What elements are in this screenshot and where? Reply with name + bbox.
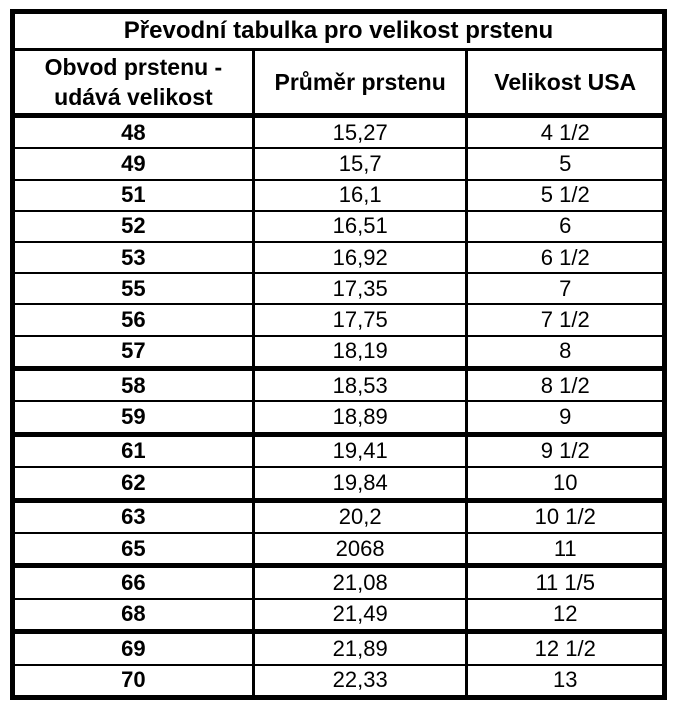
cell-obvod: 70	[11, 663, 255, 699]
cell-obvod: 65	[11, 531, 255, 569]
cell-prumer: 15,7	[251, 147, 469, 181]
cell-usa: 8 1/2	[465, 367, 666, 403]
table-row: 63 20,2 10 1/2	[11, 499, 666, 534]
table-header-row: Obvod prstenu - udává velikost Průměr pr…	[11, 48, 666, 118]
cell-prumer: 20,2	[251, 499, 469, 534]
header-obvod-prstenu: Obvod prstenu - udává velikost	[11, 48, 255, 118]
cell-usa: 4 1/2	[465, 114, 666, 150]
cell-prumer: 21,49	[251, 597, 469, 635]
cell-prumer: 16,51	[251, 209, 469, 244]
table-body: 48 15,27 4 1/2 49 15,7 5 51 16,1 5 1/2 5…	[11, 114, 666, 699]
table-row: 65 2068 11	[11, 531, 666, 569]
cell-prumer: 2068	[251, 531, 469, 569]
cell-obvod: 59	[11, 400, 255, 437]
cell-prumer: 15,27	[251, 114, 469, 150]
table-row: 52 16,51 6	[11, 209, 666, 244]
cell-prumer: 19,84	[251, 466, 469, 503]
cell-usa: 12	[465, 597, 666, 635]
cell-obvod: 61	[11, 433, 255, 469]
table-row: 51 16,1 5 1/2	[11, 178, 666, 212]
header-prumer-prstenu: Průměr prstenu	[251, 48, 469, 118]
table-title-row: Převodní tabulka pro velikost prstenu	[11, 10, 666, 51]
ring-size-table: Převodní tabulka pro velikost prstenu Ob…	[10, 9, 667, 700]
cell-usa: 6	[465, 209, 666, 244]
table-row: 61 19,41 9 1/2	[11, 433, 666, 469]
cell-obvod: 66	[11, 564, 255, 600]
cell-usa: 10 1/2	[465, 499, 666, 534]
cell-obvod: 62	[11, 466, 255, 503]
table-row: 69 21,89 12 1/2	[11, 630, 666, 666]
table-row: 62 19,84 10	[11, 466, 666, 503]
table-row: 56 17,75 7 1/2	[11, 303, 666, 337]
table-row: 48 15,27 4 1/2	[11, 114, 666, 150]
cell-usa: 6 1/2	[465, 240, 666, 275]
cell-obvod: 56	[11, 303, 255, 337]
cell-prumer: 21,08	[251, 564, 469, 600]
cell-usa: 8	[465, 334, 666, 371]
cell-usa: 13	[465, 663, 666, 699]
table-row: 66 21,08 11 1/5	[11, 564, 666, 600]
cell-prumer: 22,33	[251, 663, 469, 699]
cell-prumer: 17,35	[251, 272, 469, 306]
cell-obvod: 68	[11, 597, 255, 635]
table-row: 59 18,89 9	[11, 400, 666, 437]
cell-obvod: 49	[11, 147, 255, 181]
cell-prumer: 18,53	[251, 367, 469, 403]
cell-usa: 11	[465, 531, 666, 569]
cell-prumer: 19,41	[251, 433, 469, 469]
cell-obvod: 57	[11, 334, 255, 371]
cell-prumer: 21,89	[251, 630, 469, 666]
cell-obvod: 51	[11, 178, 255, 212]
cell-obvod: 53	[11, 240, 255, 275]
cell-obvod: 52	[11, 209, 255, 244]
table-row: 53 16,92 6 1/2	[11, 240, 666, 275]
table-title: Převodní tabulka pro velikost prstenu	[11, 10, 666, 51]
cell-usa: 7 1/2	[465, 303, 666, 337]
cell-obvod: 55	[11, 272, 255, 306]
table-row: 68 21,49 12	[11, 597, 666, 635]
cell-usa: 11 1/5	[465, 564, 666, 600]
cell-prumer: 17,75	[251, 303, 469, 337]
cell-obvod: 58	[11, 367, 255, 403]
cell-prumer: 18,19	[251, 334, 469, 371]
cell-obvod: 69	[11, 630, 255, 666]
table-row: 58 18,53 8 1/2	[11, 367, 666, 403]
cell-prumer: 16,92	[251, 240, 469, 275]
cell-usa: 9 1/2	[465, 433, 666, 469]
header-velikost-usa: Velikost USA	[465, 48, 666, 118]
cell-usa: 12 1/2	[465, 630, 666, 666]
table-row: 49 15,7 5	[11, 147, 666, 181]
cell-usa: 5	[465, 147, 666, 181]
cell-obvod: 63	[11, 499, 255, 534]
cell-prumer: 16,1	[251, 178, 469, 212]
cell-usa: 5 1/2	[465, 178, 666, 212]
table-row: 55 17,35 7	[11, 272, 666, 306]
table-row: 70 22,33 13	[11, 663, 666, 699]
cell-usa: 7	[465, 272, 666, 306]
cell-obvod: 48	[11, 114, 255, 150]
cell-usa: 9	[465, 400, 666, 437]
cell-usa: 10	[465, 466, 666, 503]
table-row: 57 18,19 8	[11, 334, 666, 371]
cell-prumer: 18,89	[251, 400, 469, 437]
